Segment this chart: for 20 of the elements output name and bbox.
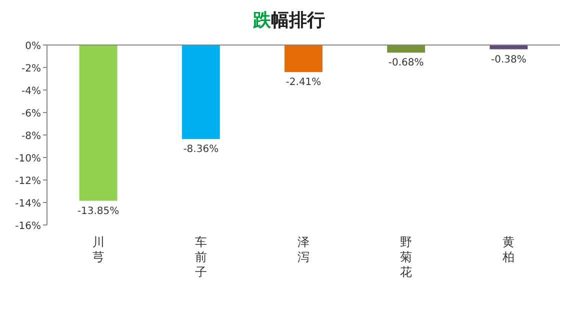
- data-label: -0.68%: [388, 58, 424, 69]
- x-tick-label: 车前子: [194, 235, 207, 279]
- y-tick-label: -12%: [15, 176, 41, 187]
- y-tick-label: -10%: [15, 154, 41, 164]
- y-tick-label: -16%: [15, 221, 41, 232]
- x-tick-label: 川芎: [92, 235, 104, 264]
- title: 跌幅排行: [253, 10, 325, 31]
- y-tick-label: -14%: [15, 198, 41, 210]
- data-label: -2.41%: [286, 77, 322, 88]
- x-tick-label: 野菊花: [400, 235, 412, 279]
- data-label: -13.85%: [77, 206, 120, 217]
- y-tick-label: -8%: [22, 131, 41, 142]
- x-tick-label: 黄柏: [502, 235, 515, 264]
- data-label: -0.38%: [491, 54, 526, 66]
- y-tick-label: -2%: [22, 64, 41, 74]
- x-tick-label: 泽泻: [298, 235, 310, 264]
- y-tick-label: 0%: [25, 41, 41, 52]
- y-tick-label: -4%: [22, 86, 41, 97]
- data-label: -8.36%: [183, 144, 219, 156]
- y-tick-label: -6%: [22, 108, 41, 120]
